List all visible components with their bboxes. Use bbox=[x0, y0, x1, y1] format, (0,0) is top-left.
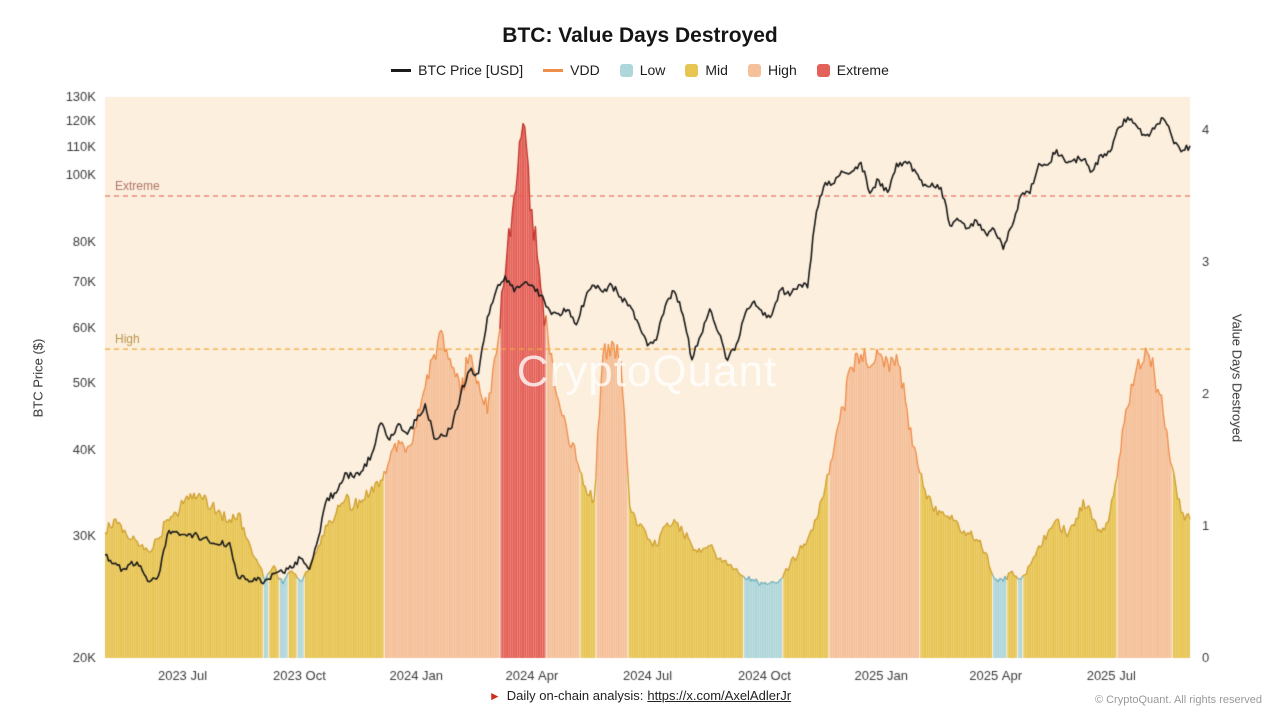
legend-item-extreme[interactable]: Extreme bbox=[816, 62, 889, 78]
flag-icon: ► bbox=[488, 689, 501, 703]
legend-swatch-marker bbox=[747, 63, 761, 77]
legend-swatch-marker bbox=[619, 63, 633, 77]
legend-item-vdd[interactable]: VDD bbox=[543, 62, 600, 78]
footer-link[interactable]: https://x.com/AxelAdlerJr bbox=[647, 688, 792, 703]
legend-swatch-marker bbox=[685, 63, 699, 77]
legend-item-low[interactable]: Low bbox=[619, 62, 666, 78]
legend-line-marker bbox=[543, 68, 564, 72]
legend-item-btc-price-usd-[interactable]: BTC Price [USD] bbox=[391, 62, 523, 78]
chart-legend: BTC Price [USD] VDD Low Mid High Extreme bbox=[0, 62, 1280, 78]
footer-note: ► Daily on-chain analysis: https://x.com/A… bbox=[0, 688, 1280, 703]
legend-label: Low bbox=[639, 62, 666, 78]
legend-line-marker bbox=[391, 68, 412, 72]
legend-label: High bbox=[767, 62, 797, 78]
legend-item-high[interactable]: High bbox=[747, 62, 797, 78]
copyright-note: © CryptoQuant. All rights reserved bbox=[1094, 694, 1262, 706]
legend-item-mid[interactable]: Mid bbox=[685, 62, 728, 78]
footer-text: Daily on-chain analysis: bbox=[506, 688, 644, 703]
left-axis-title: BTC Price ($) bbox=[30, 338, 46, 418]
legend-label: BTC Price [USD] bbox=[418, 62, 524, 78]
right-axis-title: Value Days Destroyed bbox=[1229, 313, 1245, 443]
legend-swatch-marker bbox=[816, 63, 830, 77]
chart-title: BTC: Value Days Destroyed bbox=[502, 24, 778, 47]
legend-label: Extreme bbox=[836, 62, 889, 78]
legend-label: Mid bbox=[705, 62, 728, 78]
legend-label: VDD bbox=[570, 62, 600, 78]
